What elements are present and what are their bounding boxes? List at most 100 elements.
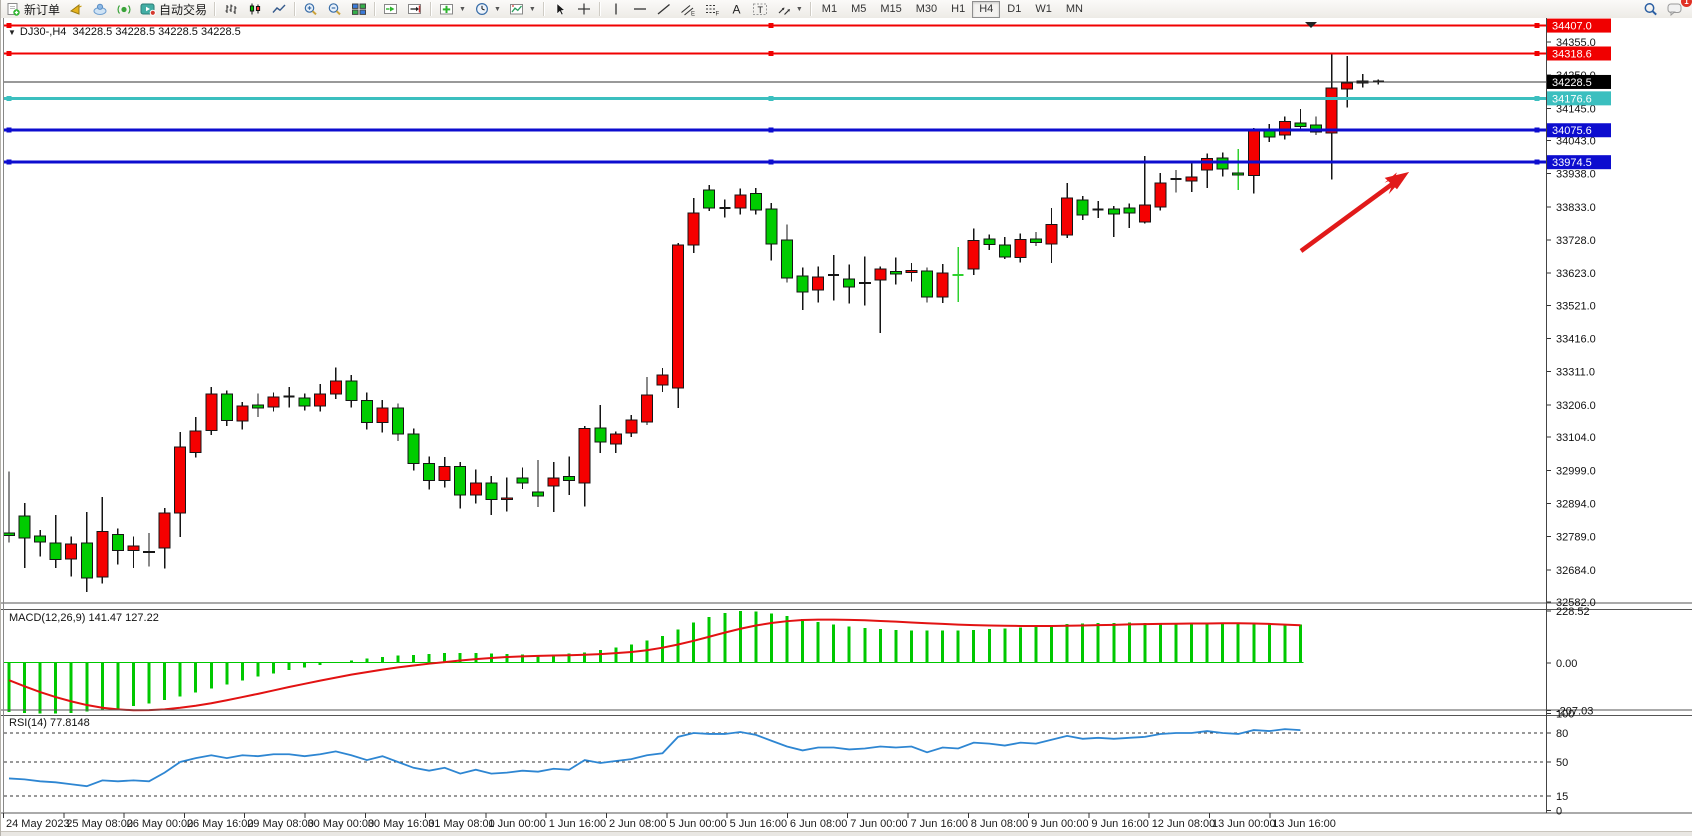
search-icon[interactable] bbox=[1639, 1, 1663, 17]
fibonacci-button[interactable]: F bbox=[700, 1, 724, 17]
notification-count-badge: 1 bbox=[1681, 0, 1692, 7]
auto-scroll-button[interactable] bbox=[379, 1, 403, 17]
horizontal-line-button[interactable] bbox=[628, 1, 652, 17]
svg-text:26 May 00:00: 26 May 00:00 bbox=[127, 818, 194, 830]
svg-text:228.52: 228.52 bbox=[1556, 606, 1590, 618]
chevron-down-icon: ▼ bbox=[493, 5, 501, 13]
price-axis[interactable]: 34355.034250.034145.034043.033938.033833… bbox=[1547, 37, 1596, 817]
hline-34075.6[interactable] bbox=[4, 127, 1546, 133]
autotrading-button[interactable]: 自动交易 bbox=[136, 1, 211, 17]
svg-text:34318.6: 34318.6 bbox=[1552, 48, 1592, 60]
crosshair-icon bbox=[576, 2, 592, 16]
templates-button[interactable]: ▼ bbox=[505, 1, 540, 17]
notifications-icon[interactable]: 1 bbox=[1663, 0, 1692, 17]
text-label-icon: T bbox=[752, 2, 768, 16]
svg-text:9 Jun 00:00: 9 Jun 00:00 bbox=[1031, 818, 1089, 830]
bar-chart-button[interactable] bbox=[219, 1, 243, 17]
toolbar-separator bbox=[809, 2, 812, 16]
trendline-button[interactable] bbox=[652, 1, 676, 17]
market-watch-button[interactable] bbox=[88, 1, 112, 17]
text-button[interactable]: A bbox=[724, 1, 748, 17]
timeframe-mn-button[interactable]: MN bbox=[1065, 3, 1083, 15]
price-tag-33974.5: 33974.5 bbox=[1547, 155, 1611, 170]
svg-text:33623.0: 33623.0 bbox=[1556, 268, 1596, 280]
svg-text:100: 100 bbox=[1556, 709, 1574, 721]
rsi-name: RSI(14) bbox=[9, 717, 47, 729]
new-order-button[interactable]: 新订单 bbox=[1, 1, 64, 17]
svg-text:8 Jun 08:00: 8 Jun 08:00 bbox=[971, 818, 1029, 830]
svg-text:32894.0: 32894.0 bbox=[1556, 498, 1596, 510]
macd-panel bbox=[4, 610, 1304, 714]
signals-button[interactable] bbox=[112, 1, 136, 17]
timeframe-m5-button[interactable]: M5 bbox=[851, 3, 867, 15]
toolbar-separator bbox=[430, 2, 433, 16]
timeframe-h1-button[interactable]: H1 bbox=[951, 3, 966, 15]
chart-shift-button[interactable] bbox=[403, 1, 427, 17]
timeframe-m15-button[interactable]: M15 bbox=[880, 3, 902, 15]
periods-icon bbox=[474, 2, 490, 16]
chart-shift-marker[interactable] bbox=[1305, 22, 1317, 28]
horizontal-line-icon bbox=[632, 2, 648, 16]
timeframe-m30-button[interactable]: M30 bbox=[915, 3, 938, 15]
hline-34176.6[interactable] bbox=[4, 95, 1546, 101]
zoom-in-button[interactable] bbox=[299, 1, 323, 17]
channel-button[interactable]: E bbox=[676, 1, 700, 17]
zoom-out-button[interactable] bbox=[323, 1, 347, 17]
text-label-button[interactable]: T bbox=[748, 1, 772, 17]
svg-text:32684.0: 32684.0 bbox=[1556, 565, 1596, 577]
svg-text:32999.0: 32999.0 bbox=[1556, 465, 1596, 477]
crosshair-button[interactable] bbox=[572, 1, 596, 17]
periods-button[interactable]: ▼ bbox=[470, 1, 505, 17]
current-price-tag: 34228.5 bbox=[1547, 74, 1611, 89]
indicators-button[interactable]: ▼ bbox=[435, 1, 470, 17]
timeframe-m1-button[interactable]: M1 bbox=[821, 3, 838, 15]
line-chart-button[interactable] bbox=[267, 1, 291, 17]
chart-menu-icon[interactable]: ▼ bbox=[8, 28, 16, 37]
tile-windows-icon bbox=[351, 2, 367, 16]
chevron-down-icon: ▼ bbox=[795, 5, 803, 13]
svg-text:E: E bbox=[691, 12, 695, 17]
cursor-icon bbox=[552, 2, 568, 16]
arrow-annotation[interactable] bbox=[1299, 172, 1409, 253]
trendline-icon bbox=[656, 2, 672, 16]
svg-text:A: A bbox=[732, 3, 740, 17]
timeframe-h4-button[interactable]: H4 bbox=[972, 0, 1001, 18]
svg-text:1 Jun 16:00: 1 Jun 16:00 bbox=[549, 818, 607, 830]
svg-text:33728.0: 33728.0 bbox=[1556, 235, 1596, 247]
timeframe-d1-button[interactable]: D1 bbox=[1007, 3, 1022, 15]
hline-34407.0[interactable] bbox=[4, 23, 1546, 29]
svg-text:0: 0 bbox=[1556, 805, 1562, 817]
auto-scroll-icon bbox=[383, 2, 399, 16]
svg-text:0.00: 0.00 bbox=[1556, 658, 1577, 670]
svg-text:50: 50 bbox=[1556, 757, 1568, 769]
svg-text:6 Jun 08:00: 6 Jun 08:00 bbox=[790, 818, 848, 830]
panel-borders bbox=[1, 18, 1692, 832]
alerts-icon bbox=[68, 2, 84, 16]
alerts-button[interactable] bbox=[64, 1, 88, 17]
autotrading-icon bbox=[140, 2, 156, 16]
svg-text:33521.0: 33521.0 bbox=[1556, 300, 1596, 312]
templates-icon bbox=[509, 2, 525, 16]
chevron-down-icon: ▼ bbox=[459, 5, 466, 13]
arrows-button[interactable]: ▼ bbox=[772, 1, 807, 17]
hline-34318.6[interactable] bbox=[4, 50, 1546, 56]
toolbar-separator bbox=[294, 2, 297, 16]
candlestick-chart-button[interactable] bbox=[243, 1, 267, 17]
svg-text:33938.0: 33938.0 bbox=[1556, 169, 1596, 181]
svg-text:33833.0: 33833.0 bbox=[1556, 202, 1596, 214]
cursor-button[interactable] bbox=[548, 1, 572, 17]
toolbar-separator bbox=[542, 2, 545, 16]
svg-text:34075.6: 34075.6 bbox=[1552, 125, 1592, 137]
price-tag-34176.6: 34176.6 bbox=[1547, 91, 1611, 106]
hline-33974.5[interactable] bbox=[4, 159, 1546, 165]
tile-windows-button[interactable] bbox=[347, 1, 371, 17]
svg-text:26 May 16:00: 26 May 16:00 bbox=[187, 818, 254, 830]
channel-icon: E bbox=[680, 2, 696, 16]
svg-text:24 May 2023: 24 May 2023 bbox=[6, 818, 70, 830]
macd-indicator-label: MACD(12,26,9) 141.47 127.22 bbox=[9, 612, 159, 624]
timeframe-w1-button[interactable]: W1 bbox=[1035, 3, 1052, 15]
vertical-line-button[interactable] bbox=[604, 1, 628, 17]
svg-text:31 May 08:00: 31 May 08:00 bbox=[428, 818, 495, 830]
